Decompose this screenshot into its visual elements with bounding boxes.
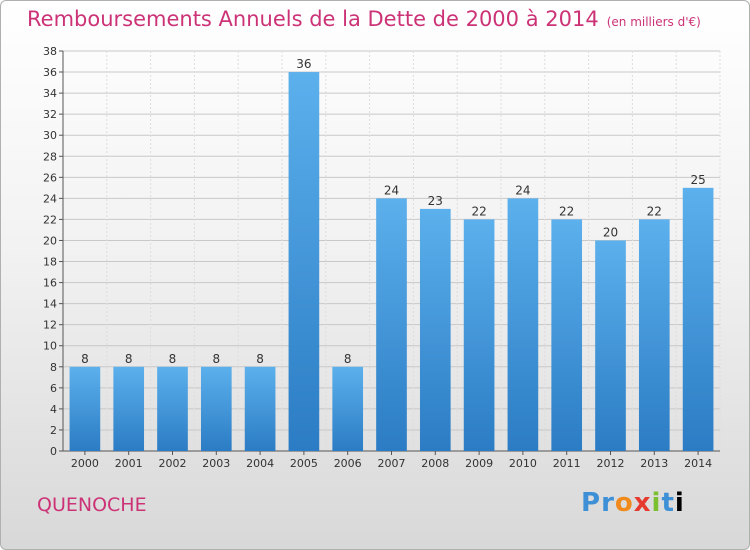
x-tick-label: 2005 [290,457,318,470]
y-tick-label: 22 [43,213,57,226]
x-tick-label: 2006 [334,457,362,470]
y-tick-label: 34 [43,87,57,100]
logo-letter: x [633,488,652,518]
bar [638,219,670,451]
y-tick-label: 8 [50,361,57,374]
data-label: 8 [256,352,264,366]
data-label: 8 [125,352,133,366]
x-tick-label: 2000 [71,457,99,470]
bars [69,72,714,451]
bar [463,219,495,451]
x-tick-label: 2011 [553,457,581,470]
bar [288,72,320,451]
bar [200,366,232,451]
x-tick-label: 2002 [159,457,187,470]
data-label: 24 [384,183,399,197]
data-label: 8 [81,352,89,366]
x-tick-label: 2014 [684,457,712,470]
y-tick-label: 36 [43,66,57,79]
chart-subtitle: (en milliers d'€) [606,15,701,29]
bar [419,208,451,451]
data-label: 36 [296,57,311,71]
data-label: 23 [428,194,443,208]
y-tick-label: 0 [50,445,57,458]
logo-letter: t [661,488,675,518]
logo-letter: o [614,488,634,518]
bar [69,366,101,451]
chart-title: Remboursements Annuels de la Dette de 20… [27,7,701,31]
y-tick-label: 14 [43,298,57,311]
chart-title-text: Remboursements Annuels de la Dette de 20… [27,7,599,31]
bar [332,366,364,451]
bar [244,366,276,451]
logo-letter: i [651,488,662,518]
data-labels: 8 8 8 8 8 36 8 24 23 22 24 22 20 22 25 [81,57,706,366]
logo-letter: r [601,488,615,518]
y-tick-label: 30 [43,129,57,142]
data-label: 20 [603,225,618,239]
x-tick-label: 2001 [115,457,143,470]
bar [551,219,583,451]
x-tick-label: 2004 [246,457,274,470]
y-tick-label: 20 [43,234,57,247]
y-tick-label: 2 [50,424,57,437]
bar [507,198,539,451]
y-tick-label: 28 [43,150,57,163]
y-tick-label: 12 [43,319,57,332]
y-tick-label: 10 [43,340,57,353]
data-label: 24 [515,183,530,197]
logo-letter: i [674,488,685,518]
x-tick-label: 2009 [465,457,493,470]
bar [113,366,145,451]
data-label: 8 [344,352,352,366]
bar [376,198,407,451]
y-tick-label: 38 [43,45,57,58]
x-tick-label: 2012 [597,457,625,470]
y-tick-label: 4 [50,403,57,416]
bar [595,240,626,451]
data-label: 22 [471,204,486,218]
bar [682,187,714,451]
x-tick-label: 2010 [509,457,537,470]
commune-name: QUENOCHE [37,494,147,516]
y-tick-label: 16 [43,277,57,290]
y-tick-label: 24 [43,192,57,205]
bar [157,366,188,451]
y-tick-label: 6 [50,382,57,395]
data-label: 25 [690,173,705,187]
data-label: 22 [559,204,574,218]
y-tick-label: 18 [43,256,57,269]
x-tick-label: 2007 [378,457,406,470]
x-tick-label: 2003 [202,457,230,470]
data-label: 8 [169,352,177,366]
y-tick-label: 26 [43,171,57,184]
proxiti-logo: Proxiti [581,488,685,518]
data-label: 8 [212,352,220,366]
x-tick-label: 2008 [421,457,449,470]
y-tick-label: 32 [43,108,57,121]
logo-letter: P [581,488,602,518]
x-tick-label: 2013 [640,457,668,470]
data-label: 22 [647,204,662,218]
